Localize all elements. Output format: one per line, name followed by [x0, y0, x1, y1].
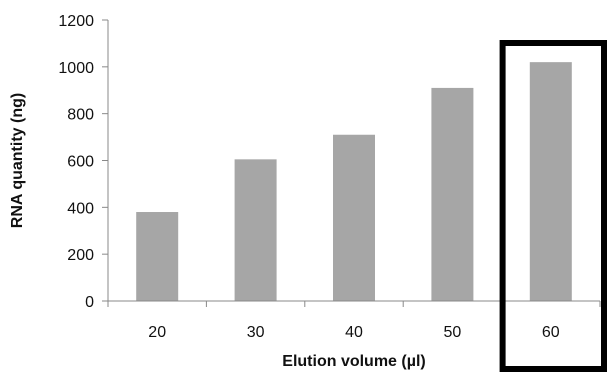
bar-20 [136, 212, 179, 301]
bar-50 [431, 87, 474, 302]
highlight-box [499, 40, 607, 372]
bar-60 [529, 62, 572, 302]
y-tick-label: 600 [67, 154, 94, 171]
y-tick-label: 1000 [58, 60, 94, 77]
y-tick-label: 1200 [58, 13, 94, 30]
x-axis-ticks: 20 30 40 50 60 [107, 301, 601, 341]
y-tick-label: 0 [85, 294, 94, 311]
y-axis-title: RNA quantity (ng) [9, 93, 26, 228]
x-tick-label: 40 [345, 324, 363, 341]
bars-group [136, 62, 572, 302]
x-tick-label: 60 [542, 324, 560, 341]
y-tick-label: 400 [67, 200, 94, 217]
x-tick-label: 20 [148, 324, 166, 341]
axes-group [107, 20, 600, 302]
x-tick-label: 30 [247, 324, 265, 341]
y-tick-label: 200 [67, 247, 94, 264]
bar-40 [333, 134, 375, 301]
y-axis-ticks: 0 200 400 600 800 1000 1200 [58, 13, 108, 311]
bar-30 [234, 159, 277, 301]
y-tick-label: 800 [67, 107, 94, 124]
x-axis-title: Elution volume (µl) [282, 353, 425, 370]
x-tick-label: 50 [444, 324, 462, 341]
